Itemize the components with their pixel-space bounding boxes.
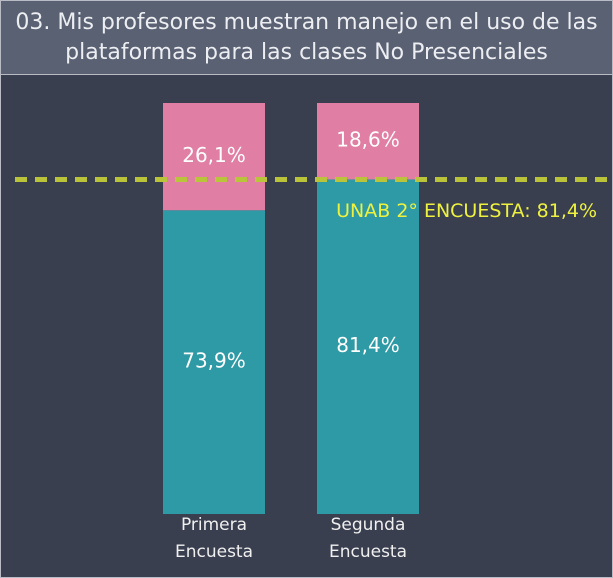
bar-segment: [317, 103, 419, 180]
data-label: 81,4%: [336, 333, 400, 357]
reference-label: UNAB 2° ENCUESTA: 81,4%: [336, 200, 597, 222]
chart-title: 03. Mis profesores muestran manejo en el…: [1, 1, 612, 75]
x-tick-label: Primera Encuesta: [174, 515, 254, 562]
bar-segment: [317, 179, 419, 515]
bar-segment: [163, 210, 265, 514]
bar-segment: [163, 103, 265, 211]
data-label: 73,9%: [182, 349, 246, 373]
x-tick-label: Segunda Encuesta: [328, 515, 408, 562]
data-label: 18,6%: [336, 128, 400, 152]
data-label: 26,1%: [182, 143, 246, 167]
